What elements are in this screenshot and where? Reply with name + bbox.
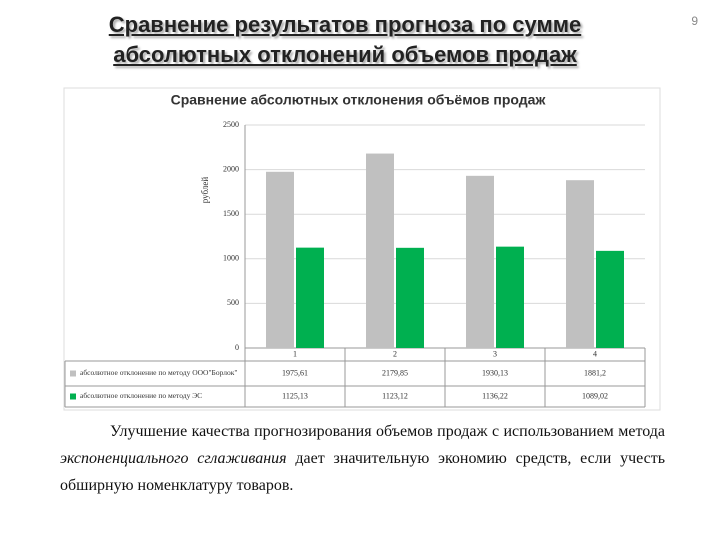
- y-tick-label: 2500: [223, 120, 239, 129]
- legend-label: абсолютное отклонение по методу ООО"Борл…: [80, 368, 237, 377]
- text: Улучшение качества прогнозирования объем…: [110, 423, 665, 440]
- bar: [396, 247, 424, 348]
- legend-swatch: [70, 393, 76, 400]
- data-label: 1089,02: [582, 391, 608, 400]
- data-label: 2179,85: [382, 368, 408, 377]
- chart: Сравнение абсолютных отклонения объёмов …: [63, 87, 661, 411]
- y-axis-label: рублей: [200, 177, 210, 204]
- bar: [566, 180, 594, 348]
- data-label: 1125,13: [282, 391, 308, 400]
- chart-frame: [63, 87, 661, 411]
- x-tick-label: 4: [593, 349, 597, 358]
- y-tick-label: 0: [235, 343, 239, 352]
- y-tick-label: 1500: [223, 209, 239, 218]
- bar: [466, 175, 494, 348]
- bar: [366, 153, 394, 348]
- legend-swatch: [70, 370, 76, 377]
- text: дает значительную экономию средств, если…: [60, 450, 666, 494]
- data-label: 1930,13: [482, 368, 508, 377]
- y-tick-label: 500: [227, 298, 239, 307]
- y-tick-label: 2000: [223, 164, 239, 173]
- bar: [266, 171, 294, 348]
- emphasis: экспоненциального сглаживания: [60, 450, 287, 467]
- page-number: 9: [691, 14, 698, 28]
- data-label: 1975,61: [282, 368, 308, 377]
- slide-title: Сравнение результатов прогноза по сумме …: [108, 12, 582, 67]
- data-label: 1881,2: [584, 368, 606, 377]
- bar: [596, 250, 624, 348]
- x-tick-label: 2: [393, 349, 397, 358]
- y-tick-label: 1000: [223, 254, 239, 263]
- paragraph: Улучшение качества прогнозирования объем…: [60, 418, 665, 499]
- x-tick-label: 3: [493, 349, 497, 358]
- data-label: 1136,22: [482, 391, 508, 400]
- bar: [496, 246, 524, 348]
- chart-title: Сравнение абсолютных отклонения объёмов …: [171, 92, 547, 108]
- x-tick-label: 1: [293, 349, 297, 358]
- bar: [296, 247, 324, 348]
- legend-label: абсолютное отклонение по методу ЭС: [80, 391, 202, 400]
- data-label: 1123,12: [382, 391, 408, 400]
